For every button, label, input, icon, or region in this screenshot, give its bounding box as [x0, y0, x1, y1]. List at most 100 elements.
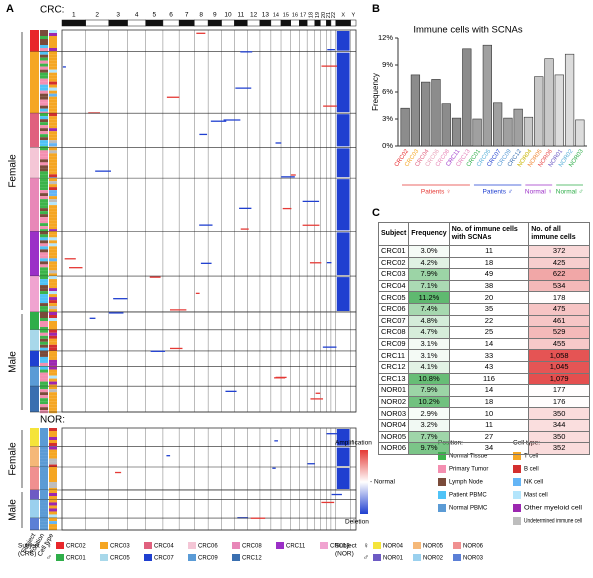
position-strip — [40, 285, 48, 289]
position-strip — [40, 116, 48, 120]
table-row: CRC08 4.7% 25 529 — [377, 326, 590, 339]
chromosome-band — [330, 19, 337, 27]
table-cell: 11 — [448, 245, 530, 258]
bar — [421, 81, 431, 147]
celltype-strip — [49, 153, 57, 157]
table-row: NOR02 10.2% 18 176 — [377, 395, 590, 409]
table-cell: NOR02 — [377, 395, 410, 409]
table-cell: 461 — [528, 314, 590, 328]
celltype-strip — [49, 458, 57, 462]
legend-swatch — [276, 542, 284, 549]
table-cell: CRC12 — [377, 360, 410, 374]
celltype-strip — [49, 493, 57, 496]
heatmap — [61, 311, 357, 413]
subject-strip — [30, 147, 39, 179]
label: Subject — [335, 543, 357, 550]
table-cell: 116 — [448, 372, 530, 386]
table-cell: 18 — [448, 395, 530, 409]
position-strip — [40, 84, 48, 88]
position-strip — [40, 208, 48, 212]
table-cell: NOR01 — [377, 384, 410, 397]
celltype-strip — [49, 113, 57, 117]
celltype-strip — [49, 329, 57, 333]
celltype-strip — [49, 505, 57, 509]
legend-swatch — [438, 491, 446, 499]
position-strip — [40, 45, 48, 48]
celltype-strip — [49, 140, 57, 144]
table-row: CRC06 7.4% 35 475 — [377, 302, 590, 316]
table-cell: 25 — [448, 326, 530, 339]
celltype-strip — [49, 69, 57, 73]
label: (NOR) — [335, 551, 354, 558]
subject-strip — [30, 312, 39, 330]
position-strip — [40, 372, 48, 376]
label: Primary Tumor — [449, 467, 488, 473]
celltype-strip — [49, 234, 57, 238]
celltype-strip — [49, 335, 57, 339]
table-cell: 350 — [528, 430, 590, 444]
chromosome-band — [326, 19, 332, 27]
position-strip — [40, 165, 48, 169]
position-strip — [40, 267, 48, 271]
table-cell: CRC07 — [377, 314, 410, 328]
celltype-strip — [49, 193, 57, 197]
table-cell: 372 — [528, 245, 590, 258]
celltype-strip — [49, 366, 57, 370]
table-cell: 7.1% — [408, 279, 450, 293]
position-strip — [40, 234, 48, 238]
celltype-strip — [49, 134, 57, 138]
label: 7 — [185, 12, 189, 19]
legend-swatch — [438, 478, 446, 486]
position-strip — [40, 273, 48, 277]
celltype-strip — [49, 401, 57, 405]
table-cell: 20 — [448, 291, 530, 304]
celltype-strip — [49, 131, 57, 135]
position-strip — [40, 369, 48, 373]
chromosome-band — [320, 19, 327, 27]
label: 4 — [135, 12, 139, 19]
table-cell: 7.9% — [408, 268, 450, 281]
position-strip — [40, 338, 48, 342]
celltype-strip — [49, 362, 57, 366]
position-strip — [40, 398, 48, 402]
legend-swatch — [453, 554, 461, 561]
position-strip — [40, 134, 48, 138]
table-cell: 7.4% — [408, 302, 450, 316]
table-cell: 3.0% — [408, 245, 450, 258]
y-tick-label: 12% — [378, 33, 393, 42]
label: ♂ — [46, 553, 52, 562]
label: C — [372, 207, 380, 219]
table-row: NOR04 3.2% 11 344 — [377, 418, 590, 432]
table-cell: 11 — [448, 418, 530, 432]
position-strip — [40, 258, 48, 262]
heatmap — [61, 427, 357, 491]
label: CRC04 — [154, 544, 174, 550]
table-row: CRC03 7.9% 49 622 — [377, 268, 590, 281]
position-strip — [40, 449, 48, 453]
position-strip — [40, 321, 48, 324]
celltype-strip — [49, 279, 57, 283]
x-loss — [336, 148, 350, 178]
table-cell: 27 — [448, 430, 530, 444]
celltype-strip — [49, 229, 57, 233]
label: Y — [351, 12, 355, 18]
celltype-strip — [49, 341, 57, 345]
label: Male — [8, 351, 19, 373]
label: Female — [8, 154, 19, 188]
legend-swatch — [144, 542, 152, 549]
celltype-strip — [49, 490, 57, 493]
celltype-strip — [49, 389, 57, 393]
label: X — [341, 12, 345, 18]
position-strip — [40, 467, 48, 471]
subject-strip — [30, 178, 39, 232]
position-strip — [40, 51, 48, 55]
table-row: Subject Frequency No. of immune cells with… — [377, 222, 590, 246]
celltype-strip — [49, 75, 57, 79]
table-cell: 10.2% — [408, 395, 450, 409]
table-cell: 18 — [448, 256, 530, 270]
x-loss — [336, 232, 350, 276]
position-strip — [40, 214, 48, 218]
position-strip — [40, 72, 48, 76]
position-strip — [40, 375, 48, 379]
position-strip — [40, 270, 48, 274]
